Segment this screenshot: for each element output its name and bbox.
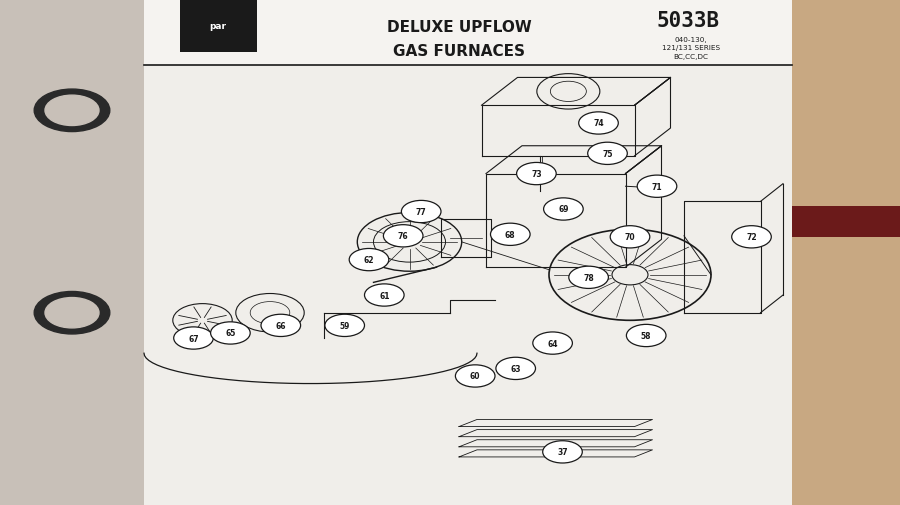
Circle shape — [637, 176, 677, 198]
Circle shape — [517, 163, 556, 185]
Circle shape — [496, 358, 536, 380]
Circle shape — [45, 96, 99, 126]
Circle shape — [34, 292, 110, 334]
Text: 61: 61 — [379, 291, 390, 300]
Circle shape — [45, 298, 99, 328]
Circle shape — [455, 365, 495, 387]
Text: 77: 77 — [416, 208, 427, 217]
Text: 67: 67 — [188, 334, 199, 343]
Text: GAS FURNACES: GAS FURNACES — [393, 44, 525, 59]
Text: 66: 66 — [275, 321, 286, 330]
Text: 73: 73 — [531, 170, 542, 179]
Circle shape — [543, 441, 582, 463]
Circle shape — [732, 226, 771, 248]
Circle shape — [211, 322, 250, 344]
Bar — [792, 207, 900, 237]
Circle shape — [626, 325, 666, 347]
Circle shape — [491, 224, 530, 246]
Text: 63: 63 — [510, 364, 521, 373]
Text: 72: 72 — [746, 233, 757, 242]
Text: 5033B: 5033B — [657, 11, 720, 31]
Circle shape — [533, 332, 572, 355]
Text: 58: 58 — [641, 331, 652, 340]
Bar — [144, 0, 792, 66]
Text: 69: 69 — [558, 205, 569, 214]
Text: par: par — [210, 22, 226, 31]
Circle shape — [610, 226, 650, 248]
Text: 37: 37 — [557, 447, 568, 457]
Text: 040-130,
121/131 SERIES
BC,CC,DC: 040-130, 121/131 SERIES BC,CC,DC — [662, 36, 720, 60]
Text: 75: 75 — [602, 149, 613, 159]
Circle shape — [349, 249, 389, 271]
Circle shape — [588, 143, 627, 165]
Text: 65: 65 — [225, 329, 236, 338]
Circle shape — [401, 201, 441, 223]
Circle shape — [544, 198, 583, 221]
Text: 62: 62 — [364, 256, 374, 265]
Bar — [0, 0, 144, 505]
Text: DELUXE UPFLOW: DELUXE UPFLOW — [387, 20, 531, 35]
Circle shape — [579, 113, 618, 135]
Circle shape — [174, 327, 213, 349]
Bar — [144, 0, 792, 505]
Bar — [180, 0, 256, 53]
Circle shape — [261, 315, 301, 337]
Text: 78: 78 — [583, 273, 594, 282]
Circle shape — [325, 315, 364, 337]
Text: 59: 59 — [339, 321, 350, 330]
Text: 64: 64 — [547, 339, 558, 348]
Bar — [792, 0, 900, 505]
Circle shape — [364, 284, 404, 307]
Circle shape — [569, 267, 608, 289]
Circle shape — [383, 225, 423, 247]
Text: 71: 71 — [652, 182, 662, 191]
Text: 70: 70 — [625, 233, 635, 242]
Text: 68: 68 — [505, 230, 516, 239]
Circle shape — [34, 90, 110, 132]
Text: 60: 60 — [470, 372, 481, 381]
Text: 76: 76 — [398, 232, 409, 241]
Text: 74: 74 — [593, 119, 604, 128]
